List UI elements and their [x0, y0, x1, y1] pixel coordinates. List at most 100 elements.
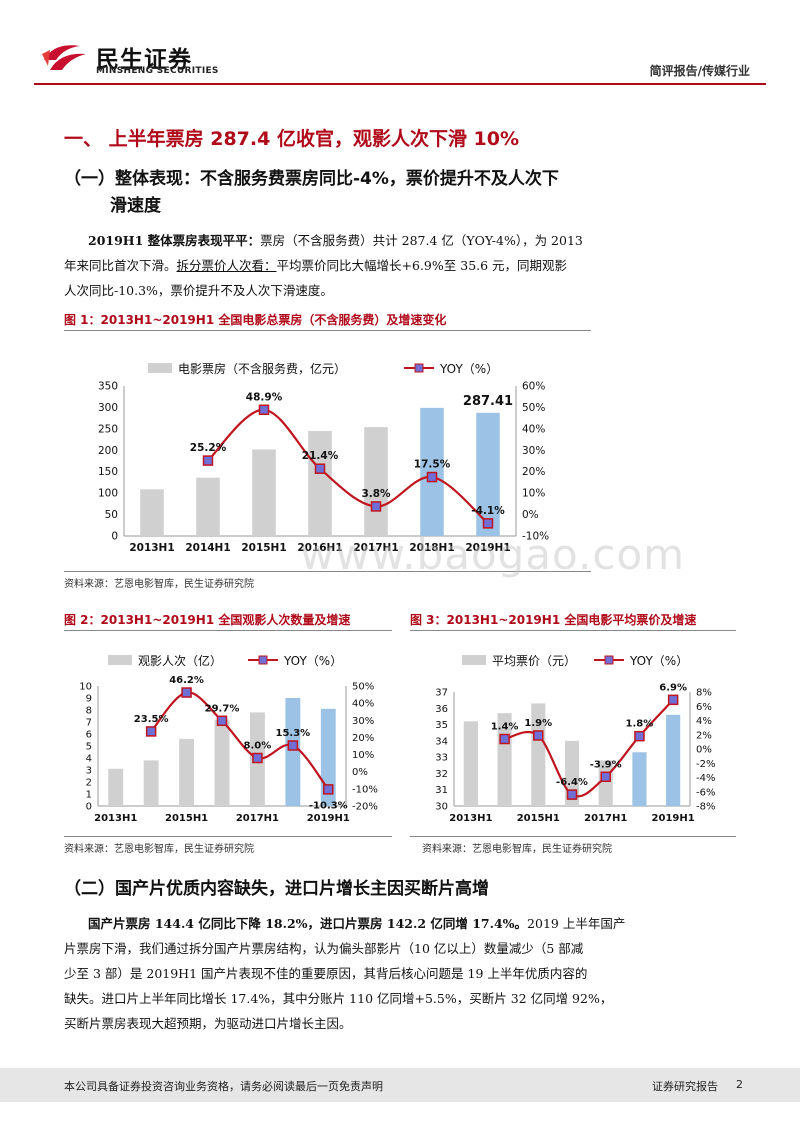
fig3-source: 资料来源：艺恩电影智库，民生证券研究院 [422, 844, 612, 855]
y-axis-tick-label: 5 [86, 742, 92, 753]
yoy-point-2019H1 [667, 694, 679, 706]
fig3-top-rule [410, 630, 736, 631]
y-axis-tick-label: 200 [98, 445, 118, 457]
yoy-point-2016H1 [314, 463, 326, 474]
yoy-data-label: 15.3% [276, 728, 311, 739]
y2-axis-tick-label: 40% [522, 423, 545, 435]
chart-legend: 观影人次（亿） YOY（%） [108, 653, 342, 668]
yoy-point-2015H1 [181, 687, 192, 698]
para2-line3: 少至 3 部）是 2019H1 国产片表现不佳的重要原因，其背后核心问题是 19… [64, 966, 588, 981]
fig2-top-rule [64, 630, 392, 631]
yoy-point-2015H1 [533, 730, 544, 741]
y2-axis-tick-label: 30% [352, 716, 374, 727]
yoy-data-label: 1.4% [491, 722, 519, 733]
y2-axis-tick-label: -2% [696, 759, 715, 770]
legend-line-label: YOY（%） [283, 654, 342, 668]
fig1-top-rule [64, 330, 591, 331]
bar-value-label: 287.41 [463, 394, 513, 409]
para2-line5: 买断片票房表现大超预期，为驱动进口片增长主因。 [64, 1016, 352, 1031]
legend-bar-swatch [462, 655, 486, 665]
bar-2015H1 [179, 738, 195, 806]
y2-axis-tick-label: -6% [696, 787, 715, 798]
para2-line1-tail: 2019 上半年国产 [527, 916, 626, 931]
yoy-point-2017H1 [252, 752, 263, 764]
y2-axis-tick-label: -4% [696, 773, 715, 784]
yoy-point-2019H1 [482, 518, 494, 529]
y2-axis-tick-label: 4% [696, 716, 712, 727]
y-axis-tick-label: 31 [435, 785, 448, 796]
bar-2017H1 [364, 427, 388, 536]
x-axis-tick-label: 2016H1 [297, 542, 342, 554]
x-axis-tick-label: 2019H1 [652, 813, 695, 824]
bar-2014H1 [196, 477, 220, 536]
minsheng-logo-icon [42, 45, 86, 70]
y-axis-tick-label: 37 [435, 688, 448, 699]
logo-subtitle: MINSHENG SECURITIES [96, 66, 219, 76]
y-axis-tick-label: 0 [111, 531, 118, 543]
y-axis-tick-label: 6 [86, 730, 92, 741]
y-axis-tick-label: 7 [86, 718, 92, 729]
yoy-data-label: 8.0% [244, 741, 272, 752]
report-type: 简评报告/传媒行业 [649, 64, 750, 78]
yoy-point-2015H1 [258, 404, 270, 416]
bar-2016H1 [214, 719, 230, 806]
y-axis-tick-label: 34 [435, 736, 448, 747]
footer-report-label: 证券研究报告 [652, 1080, 718, 1093]
y-axis-tick-label: 1 [86, 790, 92, 801]
y-axis-tick-label: 2 [86, 778, 92, 789]
y2-axis-tick-label: 0% [352, 767, 368, 778]
yoy-point-2018H1 [287, 740, 299, 751]
bar-2015H1 [252, 449, 276, 536]
header-divider [34, 83, 766, 85]
yoy-point-2016H1 [566, 789, 578, 800]
para2-bold-lead: 国产片票房 144.4 亿同比下降 18.2%，进口片票房 142.2 亿同增 … [88, 916, 528, 931]
para2-line2: 片票房下滑，我们通过拆分国产片票房结构，认为偏头部影片（10 亿以上）数量减少（… [64, 941, 584, 956]
y-axis-tick-label: 32 [435, 769, 448, 780]
legend-bar-label: 平均票价（元） [492, 654, 576, 668]
x-axis-tick-label: 2018H1 [409, 542, 454, 554]
y2-axis-tick-label: 8% [696, 688, 712, 699]
para1-text4: 人次同比-10.3%，票价提升不及人次下滑速度。 [64, 283, 333, 298]
yoy-point-2018H1 [426, 471, 438, 483]
yoy-data-label: -3.9% [590, 759, 622, 770]
yoy-data-label: 29.7% [205, 703, 240, 714]
fig1-title: 图 1：2013H1~2019H1 全国电影总票房（不含服务费）及增速变化 [64, 313, 447, 327]
legend-bar-label: 电影票房（不含服务费，亿元） [178, 361, 346, 376]
fig3-bottom-rule [410, 836, 736, 837]
y-axis-tick-label: 35 [435, 720, 448, 731]
y2-axis-tick-label: 0% [696, 745, 712, 756]
y-axis-tick-label: 4 [86, 754, 92, 765]
x-axis-tick-label: 2013H1 [449, 813, 492, 824]
yoy-data-label: -10.3% [309, 800, 348, 811]
subsection-1-title-line1: （一）整体表现：不含服务费票房同比-4%，票价提升不及人次下 [64, 169, 559, 189]
yoy-point-2014H1 [202, 455, 214, 466]
y2-axis-tick-label: 0% [522, 509, 539, 521]
bar-2019H1 [476, 412, 500, 536]
x-axis-tick-label: 2019H1 [465, 542, 510, 554]
watermark: www.baogao.com [300, 530, 686, 579]
y-axis-tick-label: 300 [98, 402, 118, 414]
yoy-point-2017H1 [600, 771, 611, 783]
footer-bar [0, 1068, 800, 1102]
paragraph-1: 2019H1 整体票房表现平平：票房（不含服务费）共计 287.4 亿（YOY-… [64, 228, 736, 303]
y2-axis-tick-label: 10% [522, 488, 545, 500]
y-axis-tick-label: 50 [105, 509, 118, 521]
y2-axis-tick-label: 50% [352, 682, 374, 693]
y2-axis-tick-label: -10% [522, 531, 549, 543]
para1-text2: 年来同比首次下滑。 [64, 258, 177, 273]
para1-underlined: 拆分票价人次看： [176, 258, 277, 273]
yoy-data-label: -6.4% [556, 777, 588, 788]
yoy-data-label: 21.4% [302, 450, 339, 462]
y2-axis-tick-label: 2% [696, 730, 712, 741]
y2-axis-tick-label: 40% [352, 699, 374, 710]
bar-2019H1 [320, 708, 336, 806]
yoy-point-2019H1 [323, 784, 334, 795]
subsection-1-title-line2: 滑速度 [110, 196, 161, 216]
yoy-point-2017H1 [370, 501, 382, 512]
bar-2015H1 [531, 703, 546, 806]
para1-bold-lead: 2019H1 整体票房表现平平： [88, 233, 261, 248]
paragraph-2: 国产片票房 144.4 亿同比下降 18.2%，进口片票房 142.2 亿同增 … [64, 911, 736, 1036]
para1-text1: 票房（不含服务费）共计 287.4 亿（YOY-4%），为 2013 [260, 233, 583, 248]
chart-legend: 电影票房（不含服务费，亿元） YOY（%） [148, 361, 498, 376]
yoy-data-label: 17.5% [414, 459, 451, 471]
